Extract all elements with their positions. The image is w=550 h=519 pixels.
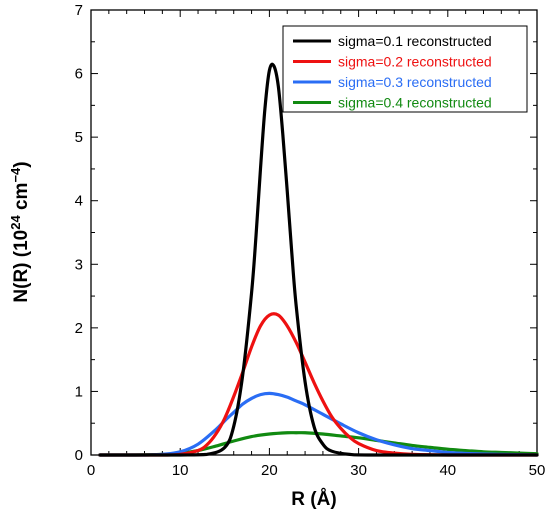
x-axis-title: R (Å) [291,489,336,510]
legend: sigma=0.1 reconstructed sigma=0.2 reconst… [282,25,528,113]
series-line-2 [98,312,539,457]
y-tick-label: 3 [75,256,83,273]
x-tick-label: 40 [439,462,456,479]
legend-items: sigma=0.1 reconstructed sigma=0.2 reconst… [293,33,492,111]
x-tick-label: 0 [87,462,95,479]
legend-label-3: sigma=0.3 reconstructed [338,74,492,90]
y-tick-label: 7 [75,2,83,19]
x-tick-label: 10 [172,462,189,479]
y-tick-label: 4 [75,193,83,210]
series-line-3 [98,391,539,457]
y-tick-label: 2 [75,320,83,337]
y-tick-label: 6 [75,66,83,83]
x-tick-label: 20 [261,462,278,479]
y-axis-title: N(R) (1024 cm−4) [8,161,33,302]
legend-label-2: sigma=0.2 reconstructed [338,54,492,70]
legend-label-1: sigma=0.1 reconstructed [338,33,492,49]
y-tick-label: 1 [75,383,83,400]
y-axis-title-base: N(R) (10 [11,230,32,303]
x-tick-label: 50 [529,462,546,479]
y-axis-title-sup1: 24 [8,215,23,230]
series-layer [98,62,539,457]
axis-ticks: 0 10 20 30 40 50 0 1 2 3 4 5 6 7 [75,2,546,479]
y-tick-label: 0 [75,447,83,464]
y-axis-title-sup2: −4 [8,167,23,183]
legend-label-4: sigma=0.4 reconstructed [338,95,492,111]
series-line-1 [98,62,539,457]
y-tick-label: 5 [75,129,83,146]
y-axis-title-mid: cm [11,183,32,216]
y-axis-title-end: ) [11,161,32,167]
x-tick-label: 30 [350,462,367,479]
